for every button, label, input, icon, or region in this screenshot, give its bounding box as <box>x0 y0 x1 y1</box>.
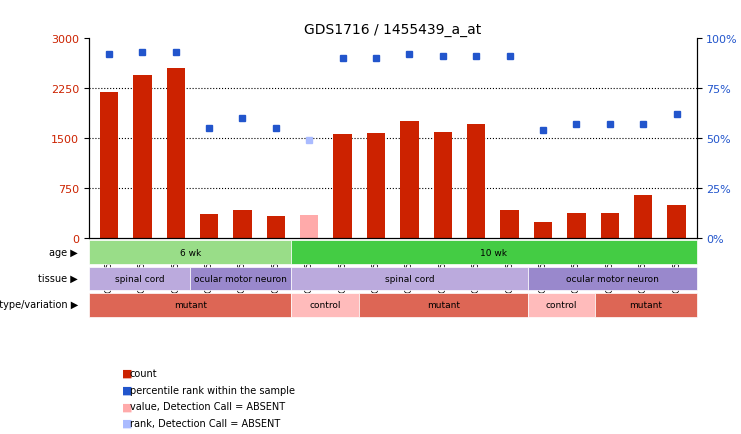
Text: rank, Detection Call = ABSENT: rank, Detection Call = ABSENT <box>130 418 280 427</box>
Text: ■: ■ <box>122 368 133 378</box>
Bar <box>167 69 185 239</box>
Bar <box>100 92 118 239</box>
FancyBboxPatch shape <box>89 241 291 265</box>
Bar <box>634 195 652 239</box>
Text: mutant: mutant <box>427 300 460 309</box>
Bar <box>267 217 285 239</box>
FancyBboxPatch shape <box>89 267 190 291</box>
Text: value, Detection Call = ABSENT: value, Detection Call = ABSENT <box>130 401 285 411</box>
Text: control: control <box>546 300 577 309</box>
Bar <box>200 214 219 239</box>
Text: ocular motor neuron: ocular motor neuron <box>194 274 288 283</box>
Text: age ▶: age ▶ <box>49 248 78 258</box>
Bar <box>500 211 519 239</box>
Text: mutant: mutant <box>173 300 207 309</box>
FancyBboxPatch shape <box>359 293 528 317</box>
FancyBboxPatch shape <box>595 293 697 317</box>
Bar <box>534 222 552 239</box>
FancyBboxPatch shape <box>291 267 528 291</box>
Text: ■: ■ <box>122 385 133 395</box>
FancyBboxPatch shape <box>528 293 595 317</box>
Text: ■: ■ <box>122 418 133 427</box>
Bar <box>300 215 319 239</box>
Bar <box>400 122 419 239</box>
FancyBboxPatch shape <box>291 241 697 265</box>
FancyBboxPatch shape <box>190 267 291 291</box>
Text: mutant: mutant <box>629 300 662 309</box>
Text: 6 wk: 6 wk <box>179 248 201 257</box>
Bar <box>433 132 452 239</box>
Bar <box>668 205 685 239</box>
Title: GDS1716 / 1455439_a_at: GDS1716 / 1455439_a_at <box>304 23 482 36</box>
Text: genotype/variation ▶: genotype/variation ▶ <box>0 299 78 309</box>
Bar <box>233 210 252 239</box>
Bar <box>367 134 385 239</box>
FancyBboxPatch shape <box>89 293 291 317</box>
Bar <box>333 135 352 239</box>
Text: control: control <box>310 300 341 309</box>
Text: tissue ▶: tissue ▶ <box>38 273 78 283</box>
Text: spinal cord: spinal cord <box>385 274 434 283</box>
Text: ocular motor neuron: ocular motor neuron <box>565 274 659 283</box>
Text: count: count <box>130 368 157 378</box>
Text: 10 wk: 10 wk <box>480 248 508 257</box>
FancyBboxPatch shape <box>528 267 697 291</box>
Text: ■: ■ <box>122 401 133 411</box>
Text: percentile rank within the sample: percentile rank within the sample <box>130 385 295 395</box>
Bar <box>567 214 585 239</box>
Text: spinal cord: spinal cord <box>115 274 165 283</box>
Bar <box>467 124 485 239</box>
FancyBboxPatch shape <box>291 293 359 317</box>
Bar <box>133 76 151 239</box>
Bar <box>600 214 619 239</box>
